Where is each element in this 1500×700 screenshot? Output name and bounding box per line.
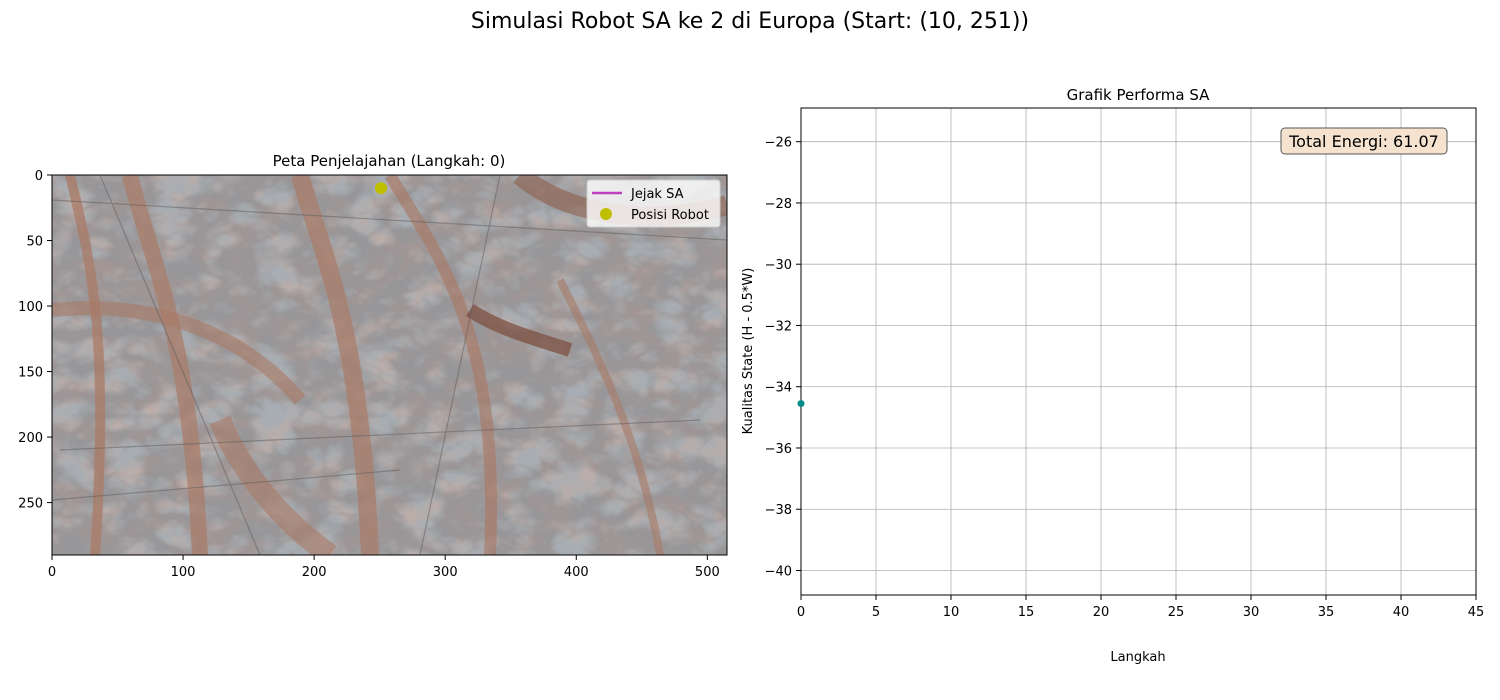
performance-y-tick-label: −32	[765, 319, 792, 334]
performance-y-tick-label: −28	[765, 197, 792, 212]
performance-y-tick-label: −26	[765, 136, 792, 151]
performance-y-tick-label: −36	[765, 442, 792, 457]
performance-x-tick-label: 15	[1018, 605, 1035, 620]
performance-y-axis-label: Kualitas State (H - 0.5*W)	[741, 268, 756, 435]
performance-x-tick-label: 20	[1093, 605, 1110, 620]
performance-x-tick-label: 0	[797, 605, 805, 620]
map-x-tick-label: 500	[695, 565, 720, 580]
performance-x-tick-label: 30	[1243, 605, 1260, 620]
map-x-tick-label: 300	[433, 565, 458, 580]
map-x-tick-label: 0	[48, 565, 56, 580]
map-legend: Jejak SA Posisi Robot	[587, 180, 720, 227]
performance-x-tick-label: 5	[872, 605, 880, 620]
performance-point	[798, 400, 805, 407]
map-y-tick-label: 150	[18, 366, 43, 381]
performance-x-tick-label: 40	[1393, 605, 1410, 620]
performance-y-tick-label: −38	[765, 503, 792, 518]
map-panel: Peta Penjelajahan (Langkah: 0) 0 100 200 30…	[18, 152, 727, 580]
legend-label-jejak-sa: Jejak SA	[630, 187, 684, 202]
map-x-tick-label: 400	[564, 565, 589, 580]
performance-panel: Grafik Performa SA 0 5 10 15 20 25 30 35 40 45 −40…	[741, 86, 1484, 665]
performance-y-tick-label: −34	[765, 381, 792, 396]
legend-marker-posisi-robot	[600, 208, 612, 220]
map-series	[375, 182, 387, 194]
map-y-tick-label: 0	[35, 169, 43, 184]
map-title: Peta Penjelajahan (Langkah: 0)	[273, 152, 506, 170]
map-y-tick-label: 250	[18, 497, 43, 512]
total-energy-text: Total Energi: 61.07	[1288, 132, 1439, 151]
map-y-tick-label: 100	[18, 300, 43, 315]
total-energy-annotation: Total Energi: 61.07	[1281, 128, 1447, 154]
map-x-tick-label: 100	[171, 565, 196, 580]
performance-y-tick-label: −40	[765, 564, 792, 579]
europa-surface-image	[52, 175, 727, 555]
performance-x-tick-label: 35	[1318, 605, 1335, 620]
performance-series	[798, 400, 805, 407]
performance-x-axis-label: Langkah	[1110, 650, 1165, 665]
map-y-tick-label: 50	[26, 235, 43, 250]
map-y-tick-label: 200	[18, 431, 43, 446]
legend-label-posisi-robot: Posisi Robot	[631, 208, 709, 223]
performance-x-tick-label: 10	[943, 605, 960, 620]
performance-y-tick-label: −30	[765, 258, 792, 273]
performance-title: Grafik Performa SA	[1067, 86, 1211, 104]
performance-plot-area	[801, 108, 1476, 595]
robot-position-marker	[375, 182, 387, 194]
map-x-tick-label: 200	[302, 565, 327, 580]
performance-x-tick-label: 25	[1168, 605, 1185, 620]
performance-x-tick-label: 45	[1468, 605, 1485, 620]
